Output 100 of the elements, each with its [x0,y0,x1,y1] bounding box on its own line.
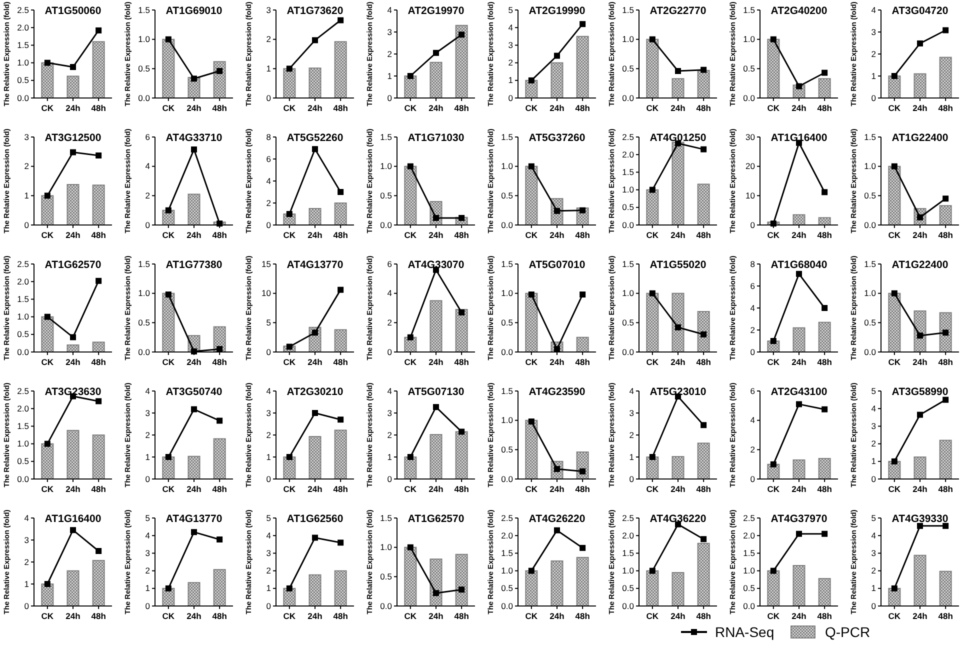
chart-title: AT1G77380 [166,259,222,271]
chart-title: AT4G01250 [650,132,706,144]
point [96,27,102,34]
point [796,270,802,277]
y-tick-label: 2.0 [17,403,30,414]
chart-title: AT1G69010 [166,5,222,17]
y-tick-label: 8 [266,132,272,142]
x-tick-label: CK [767,230,780,240]
y-tick-label: 0.5 [501,583,514,594]
bar [66,344,80,352]
point [312,37,318,44]
bar [888,292,901,352]
point [96,548,102,554]
y-tick-label: 8 [750,258,756,269]
y-tick-label: 0 [387,346,392,357]
point [891,163,898,170]
bar [404,166,417,226]
x-tick-label: 48h [454,484,469,494]
point [216,68,223,74]
bar [672,78,684,98]
x-tick-label: CK [404,357,418,367]
point [70,334,76,340]
chart-title: AT4G26220 [528,513,586,525]
x-tick-label: CK [404,611,418,621]
x-tick-label: 48h [91,230,106,240]
bar [334,430,347,480]
y-tick-label: 1 [24,190,30,200]
bar [792,214,806,226]
chart-title: AT4G33710 [166,132,222,144]
point [286,585,292,592]
chart-title: AT3G58990 [892,386,948,398]
point [675,68,681,74]
y-tick-label: 2 [871,48,876,59]
bar [430,558,442,606]
x-tick-label: 24h [912,103,928,113]
point [796,401,802,408]
bar [455,431,468,480]
y-tick-label: 0.0 [138,92,150,103]
point [822,189,828,196]
bar [939,570,952,606]
bar [672,572,684,606]
bar [914,456,926,480]
point [44,192,50,199]
y-tick-label: 1.5 [622,258,634,269]
y-tick-label: 1 [629,452,634,462]
x-tick-label: CK [41,230,54,240]
y-tick-label: 30 [746,132,756,142]
y-tick-label: 1.0 [138,288,150,298]
point [917,412,923,418]
point [312,146,318,152]
chart-title: AT1G16400 [44,513,102,525]
x-tick-label: 48h [91,357,106,367]
point [649,36,656,42]
y-tick-label: 1.5 [138,4,150,15]
y-tick-label: 1 [387,70,392,81]
y-tick-label: 0.0 [622,600,634,611]
chart-title: AT1G16400 [770,132,828,144]
point [191,529,197,536]
x-tick-label: 24h [308,357,322,367]
x-tick-label: CK [41,611,54,621]
y-tick-label: 1.0 [380,542,392,552]
point [458,309,465,316]
point [407,73,414,79]
bar [92,342,105,352]
y-tick-label: 0.0 [501,474,514,484]
y-tick-label: 1.5 [622,548,634,558]
point [822,70,828,76]
point [528,418,534,425]
point [580,544,586,551]
y-tick-label: 6 [750,280,756,291]
bar [646,38,659,98]
y-tick-label: 0.5 [138,63,150,74]
bar [213,569,226,606]
point [580,21,586,28]
y-tick-label: 2 [508,58,514,68]
point [822,406,828,412]
x-tick-label: 24h [428,357,444,367]
y-tick-label: 5 [145,512,150,523]
point [458,32,465,38]
y-tick-label: 2 [266,430,272,440]
point [96,278,102,284]
point [44,60,50,66]
chart-title: AT3G12500 [44,132,102,144]
chart-title: AT4G37970 [770,513,828,525]
x-tick-label: CK [646,611,660,621]
y-tick-label: 0 [750,220,756,230]
x-tick-label: CK [767,357,780,367]
point [191,406,197,412]
y-tick-label: 3 [387,408,392,418]
y-tick-label: 2.5 [17,386,30,396]
y-tick-label: 1.5 [17,40,30,50]
chart-title: AT4G33070 [408,259,464,271]
point [458,586,465,593]
x-tick-label: 24h [792,484,806,494]
bar [914,554,926,606]
y-tick-label: 0.5 [138,317,150,328]
x-tick-label: CK [646,103,660,113]
y-tick-label: 0 [266,92,272,103]
y-tick-label: 0.0 [864,220,876,230]
x-tick-label: CK [162,230,176,240]
